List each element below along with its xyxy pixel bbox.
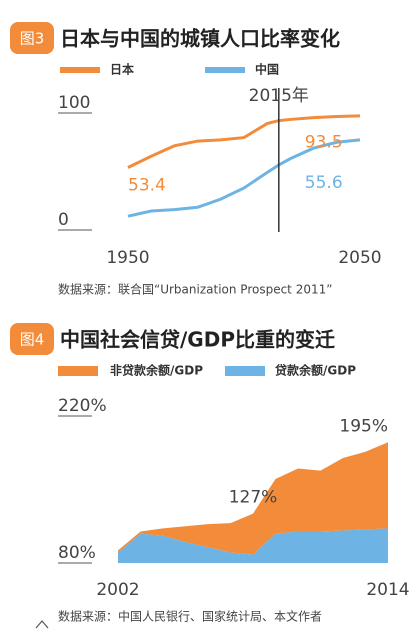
x-tick-label: 2002 bbox=[96, 580, 139, 600]
area-series bbox=[118, 442, 388, 555]
data-label: 53.4 bbox=[128, 176, 166, 196]
line-series bbox=[127, 138, 361, 218]
legend-label: 中国 bbox=[255, 62, 279, 77]
y-tick-label: 100 bbox=[58, 93, 90, 113]
annotation: 127% bbox=[229, 488, 278, 508]
area-series bbox=[118, 528, 388, 563]
figure-label: 图4 bbox=[20, 331, 45, 349]
chart-title: 中国社会信贷/GDP比重的变迁 bbox=[60, 328, 335, 352]
legend-label: 日本 bbox=[110, 62, 134, 77]
data-label: 93.5 bbox=[305, 133, 343, 153]
x-tick-label: 2050 bbox=[338, 248, 381, 268]
x-tick-label: 1950 bbox=[106, 248, 149, 268]
chevron bbox=[35, 620, 49, 629]
annotation: 195% bbox=[339, 416, 388, 436]
y-tick-label: 0 bbox=[58, 210, 69, 230]
figure-badge bbox=[10, 323, 54, 355]
source-note: 数据来源：中国人民银行、国家统计局、本文作者 bbox=[58, 609, 322, 624]
y-tick-label: 220% bbox=[58, 396, 107, 416]
figure-label: 图3 bbox=[20, 30, 45, 48]
figure-badge bbox=[10, 22, 54, 54]
legend-label: 非贷款余额/GDP bbox=[110, 363, 203, 378]
data-label: 55.6 bbox=[305, 173, 343, 193]
reference-label: 2015年 bbox=[249, 86, 309, 106]
chart-title: 日本与中国的城镇人口比率变化 bbox=[60, 27, 340, 51]
x-tick-label: 2014 bbox=[366, 580, 409, 600]
line-series bbox=[127, 114, 361, 169]
y-tick-label: 80% bbox=[58, 543, 96, 563]
legend-label: 贷款余额/GDP bbox=[275, 363, 356, 378]
source-note: 数据来源：联合国“Urbanization Prospect 2011” bbox=[58, 282, 332, 297]
